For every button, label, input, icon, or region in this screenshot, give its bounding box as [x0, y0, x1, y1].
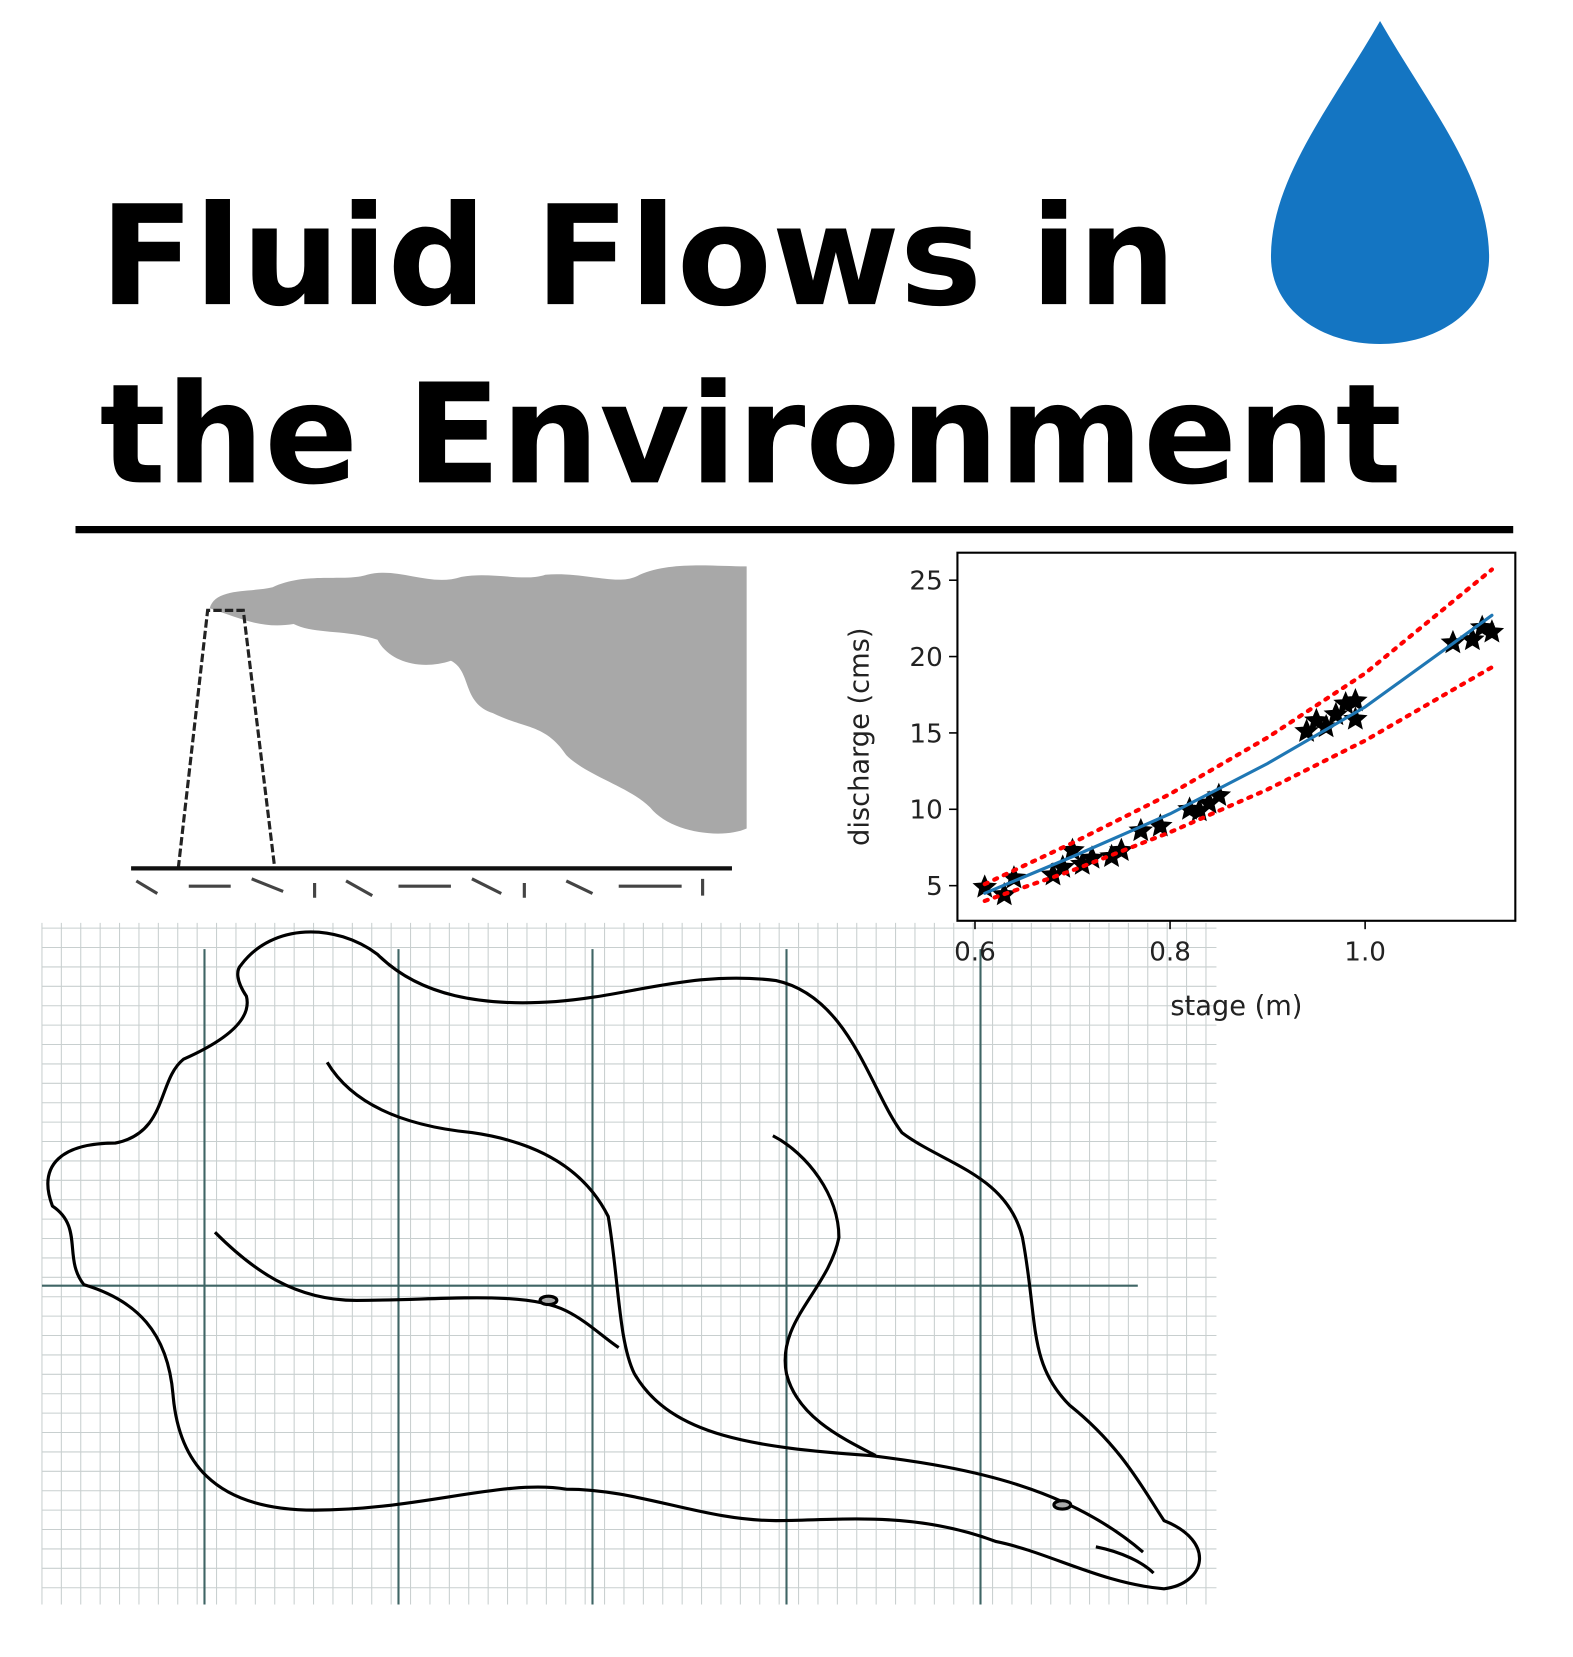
- data-point: [1479, 619, 1505, 643]
- y-tick-label: 25: [909, 567, 942, 597]
- data-point: [1128, 817, 1154, 842]
- watershed-outline: [46, 930, 1201, 1591]
- x-tick-label: 0.6: [954, 938, 996, 968]
- water-drop: [1270, 21, 1490, 345]
- chimney: [176, 608, 277, 869]
- watershed-map: [41, 922, 1217, 1605]
- smoke-plume: [209, 565, 747, 834]
- y-tick-label: 20: [909, 643, 942, 673]
- x-tick-label: 1.0: [1344, 938, 1386, 968]
- y-tick-label: 15: [909, 719, 942, 749]
- data-point: [1343, 706, 1368, 730]
- y-tick-label: 10: [909, 796, 942, 826]
- smokestack-illustration: [131, 565, 747, 898]
- x-tick-label: 0.8: [1149, 938, 1191, 968]
- rating-curve-chart: 0.6 0.8 1.0 5 10 15 20 25 stage (m) discharge (cm…: [844, 551, 1517, 1022]
- x-axis-label: stage (m): [1170, 991, 1302, 1022]
- title-line: the Environment: [100, 354, 1402, 515]
- y-tick-label: 5: [926, 872, 943, 902]
- bound-line: [982, 567, 1495, 887]
- data-point: [1323, 701, 1349, 726]
- title-line: Fluid Flows in: [100, 176, 1177, 337]
- data-point: [1343, 687, 1368, 712]
- bound-line: [982, 665, 1495, 904]
- plot-area: [956, 551, 1517, 922]
- fit-line: [983, 613, 1494, 895]
- y-axis-label: discharge (cms): [844, 628, 875, 846]
- ground-hatching: [135, 877, 705, 898]
- data-point: [1294, 718, 1319, 742]
